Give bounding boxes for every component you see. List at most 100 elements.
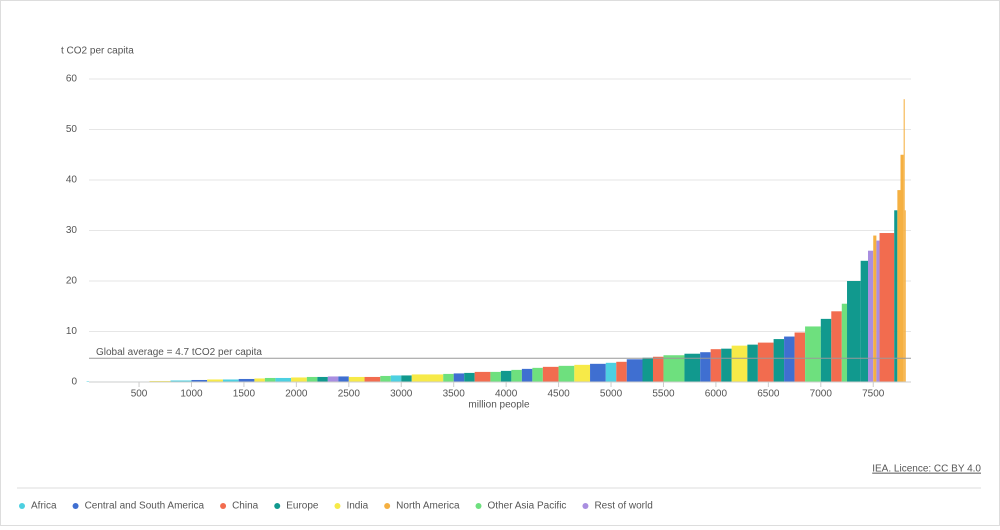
legend-label[interactable]: China	[232, 501, 259, 512]
bar	[254, 378, 265, 382]
bar	[731, 345, 748, 382]
reference-label: Global average = 4.7 tCO2 per capita	[96, 347, 262, 358]
bar	[443, 373, 454, 382]
bar	[500, 370, 512, 382]
bar	[338, 376, 349, 382]
bar	[900, 154, 904, 382]
legend-label[interactable]: Rest of world	[594, 501, 652, 512]
bar	[574, 364, 591, 382]
y-tick-label: 30	[66, 225, 78, 236]
y-tick-label: 10	[66, 326, 78, 337]
bar	[626, 359, 643, 382]
x-tick-label: 3000	[390, 389, 413, 400]
bar	[532, 367, 543, 382]
legend-swatch[interactable]	[72, 503, 79, 509]
bar	[558, 365, 575, 382]
bar	[521, 368, 533, 382]
legend-swatch[interactable]	[274, 503, 281, 509]
x-tick-label: 5000	[600, 389, 623, 400]
bar	[327, 376, 339, 382]
source-link[interactable]: IEA. Licence: CC BY 4.0	[872, 464, 981, 475]
legend-label[interactable]: North America	[396, 501, 460, 512]
y-tick-label: 50	[66, 124, 78, 135]
bar	[903, 99, 905, 382]
bar	[542, 366, 559, 382]
bar	[401, 375, 412, 382]
bar	[894, 210, 898, 382]
bar	[841, 303, 848, 382]
bar	[605, 362, 617, 382]
bar	[207, 379, 223, 382]
legend-swatch[interactable]	[384, 503, 391, 509]
bar	[820, 318, 832, 382]
bar	[684, 353, 701, 382]
bar	[464, 372, 475, 382]
x-tick-label: 1500	[233, 389, 256, 400]
bar	[191, 379, 208, 382]
bar	[794, 332, 806, 382]
legend-swatch[interactable]	[334, 503, 341, 509]
bar	[773, 339, 785, 382]
x-tick-label: 2500	[338, 389, 361, 400]
bar	[616, 361, 627, 382]
bar	[860, 260, 868, 382]
y-tick-label: 0	[71, 377, 77, 388]
bar	[642, 357, 653, 382]
bar	[264, 377, 276, 382]
x-tick-label: 4500	[547, 389, 570, 400]
legend-label[interactable]: India	[346, 501, 368, 512]
bar	[275, 377, 292, 382]
bar	[897, 190, 901, 382]
x-tick-label: 7000	[810, 389, 833, 400]
bar	[757, 342, 774, 382]
bar	[700, 352, 711, 382]
legend-label[interactable]: Europe	[286, 501, 319, 512]
bar	[306, 376, 318, 382]
bar	[873, 235, 877, 382]
bar	[652, 356, 664, 382]
legend-label[interactable]: Other Asia Pacific	[488, 501, 567, 512]
legend-swatch[interactable]	[582, 503, 589, 509]
legend-label[interactable]: Africa	[31, 501, 57, 512]
bar	[879, 233, 895, 382]
bar	[222, 379, 239, 382]
bar	[904, 210, 906, 382]
x-tick-label: 1000	[180, 389, 203, 400]
y-tick-label: 60	[66, 74, 78, 85]
bar	[291, 377, 307, 382]
x-tick-label: 2000	[285, 389, 308, 400]
x-tick-label: 3500	[443, 389, 466, 400]
legend-swatch[interactable]	[19, 503, 25, 509]
bar	[721, 348, 732, 382]
x-tick-label: 5500	[652, 389, 675, 400]
x-tick-label: 500	[131, 389, 148, 400]
bar	[238, 378, 255, 382]
legend-swatch[interactable]	[475, 503, 482, 509]
bar	[149, 380, 171, 382]
y-axis-label: t CO2 per capita	[61, 46, 134, 57]
bar	[867, 250, 874, 382]
legend-label[interactable]: Central and South America	[85, 501, 205, 512]
x-axis-label: million people	[468, 400, 530, 411]
bar	[348, 376, 365, 382]
bar	[364, 376, 381, 382]
bar	[663, 355, 685, 382]
bar	[710, 349, 722, 382]
x-tick-label: 6500	[757, 389, 780, 400]
legend-swatch[interactable]	[220, 503, 227, 509]
bar	[380, 375, 391, 382]
bar	[411, 374, 428, 382]
bar	[784, 336, 795, 382]
y-tick-label: 20	[66, 276, 78, 287]
bar	[170, 380, 192, 382]
bar	[590, 363, 606, 382]
bar	[390, 375, 402, 382]
bar	[474, 371, 491, 382]
bar	[427, 374, 444, 382]
bar	[805, 326, 821, 382]
bar	[747, 344, 758, 382]
bar	[831, 311, 842, 382]
x-tick-label: 7500	[862, 389, 885, 400]
